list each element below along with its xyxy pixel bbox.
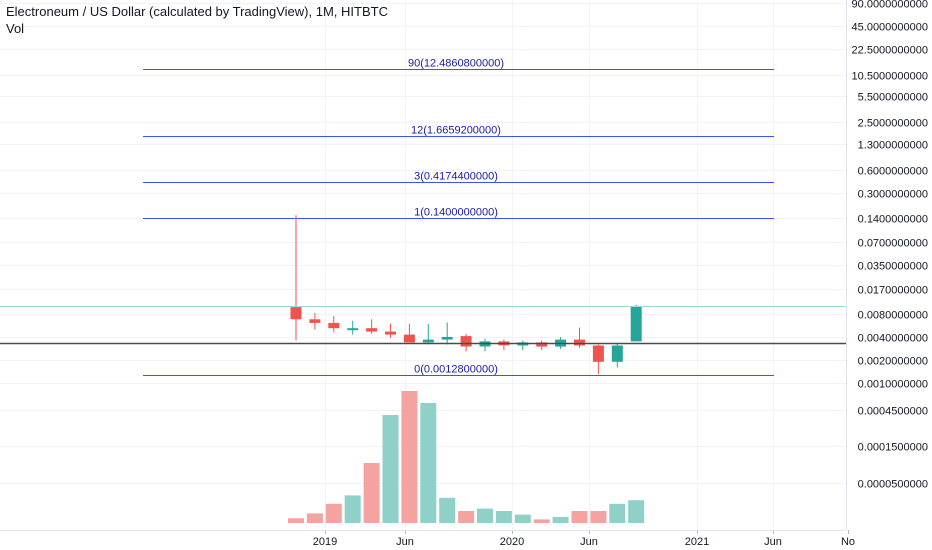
candle[interactable] xyxy=(460,333,472,352)
price-tick-label: 0.0170000000 xyxy=(858,285,928,297)
price-tick-label: 0.0001500000 xyxy=(858,442,928,454)
fib-level-label: 90(12.4860800000) xyxy=(408,58,504,70)
volume-bar[interactable] xyxy=(571,511,588,523)
volume-bar[interactable] xyxy=(439,497,456,523)
candle-body xyxy=(385,331,396,335)
candle-body xyxy=(403,334,415,343)
time-tick-label: Jun xyxy=(396,536,414,548)
time-tick-label: Jun xyxy=(764,536,782,548)
candle[interactable] xyxy=(290,215,302,341)
price-tick-label: 5.5000000000 xyxy=(858,92,928,104)
candle-body xyxy=(630,306,642,342)
price-tick-label: 90.0000000000 xyxy=(852,0,928,11)
candle-body xyxy=(309,319,321,323)
volume-bar[interactable] xyxy=(477,508,493,523)
volume-bar[interactable] xyxy=(325,503,342,523)
volume-bar[interactable] xyxy=(363,463,380,523)
candle-body xyxy=(441,337,453,340)
volume-bar[interactable] xyxy=(458,511,475,523)
volume-indicator-label[interactable]: Vol xyxy=(6,21,25,36)
price-tick-label: 0.0004500000 xyxy=(858,406,928,418)
candle[interactable] xyxy=(328,316,340,333)
price-tick-label: 0.6000000000 xyxy=(858,166,928,178)
chart-title: Electroneum / US Dollar (calculated by T… xyxy=(6,4,388,19)
candle-body xyxy=(328,322,340,329)
volume-bar[interactable] xyxy=(552,517,569,523)
price-tick-label: 1.3000000000 xyxy=(858,140,928,152)
candle-body xyxy=(611,345,623,362)
candle-body xyxy=(422,339,434,343)
candle[interactable] xyxy=(403,323,415,343)
fib-level-1[interactable]: 12(1.6659200000) xyxy=(143,125,774,137)
price-axis-background xyxy=(846,0,932,550)
time-tick-label: 2020 xyxy=(500,536,524,548)
time-tick-label: Jun xyxy=(580,536,598,548)
price-tick-label: 10.5000000000 xyxy=(852,71,928,83)
price-tick-label: 0.0020000000 xyxy=(858,356,928,368)
price-tick-label: 0.0000500000 xyxy=(858,479,928,491)
volume-bar[interactable] xyxy=(609,503,626,523)
fib-level-0[interactable]: 90(12.4860800000) xyxy=(143,58,774,70)
volume-bar[interactable] xyxy=(344,495,361,523)
price-tick-label: 0.0010000000 xyxy=(858,379,928,391)
fibonacci-levels: 90(12.4860800000) 12(1.6659200000) 3(0.417… xyxy=(143,58,774,376)
volume-bar[interactable] xyxy=(533,519,550,523)
volume-bar[interactable] xyxy=(382,415,399,523)
price-tick-label: 0.3000000000 xyxy=(858,189,928,201)
fib-level-label: 1(0.1400000000) xyxy=(414,207,498,219)
volume-bar[interactable] xyxy=(306,513,323,523)
fib-level-label: 12(1.6659200000) xyxy=(411,125,501,137)
candle[interactable] xyxy=(441,322,453,345)
volume-bar[interactable] xyxy=(514,514,531,523)
candle[interactable] xyxy=(592,344,604,375)
price-tick-label: 45.0000000000 xyxy=(852,22,928,34)
candle[interactable] xyxy=(517,340,529,351)
volume-bar[interactable] xyxy=(401,391,418,523)
price-tick-label: 0.0040000000 xyxy=(858,333,928,345)
candle-body xyxy=(460,336,472,347)
candle-body xyxy=(290,307,302,320)
candle[interactable] xyxy=(347,320,359,335)
price-tick-label: 0.0080000000 xyxy=(858,310,928,322)
volume-bar[interactable] xyxy=(288,518,304,523)
candle[interactable] xyxy=(479,338,491,352)
price-axis: 90.0000000000 45.0000000000 22.5000000000 1… xyxy=(846,0,932,550)
candle[interactable] xyxy=(309,313,321,330)
volume-bar[interactable] xyxy=(628,500,645,523)
candle-body xyxy=(366,328,378,332)
fib-level-label: 0(0.0012800000) xyxy=(414,364,498,376)
candle-body xyxy=(347,328,359,331)
price-tick-label: 22.5000000000 xyxy=(852,45,928,57)
volume-bar[interactable] xyxy=(495,511,512,523)
fib-level-3[interactable]: 1(0.1400000000) xyxy=(143,207,774,219)
candle[interactable] xyxy=(385,323,396,338)
candle-body xyxy=(574,339,585,346)
fib-level-2[interactable]: 3(0.4174400000) xyxy=(143,171,774,183)
candle[interactable] xyxy=(366,319,378,334)
fib-level-4[interactable]: 0(0.0012800000) xyxy=(143,364,774,376)
candle-body xyxy=(592,345,604,362)
time-tick-label: No xyxy=(841,536,855,548)
candle[interactable] xyxy=(422,324,434,345)
volume-bars xyxy=(288,391,645,523)
candle[interactable] xyxy=(611,343,623,368)
volume-bar[interactable] xyxy=(420,403,437,523)
fib-level-label: 3(0.4174400000) xyxy=(414,171,498,183)
candle[interactable] xyxy=(574,327,585,348)
time-axis: 2019 Jun 2020 Jun 2021 Jun No xyxy=(0,530,855,548)
candle-body xyxy=(536,342,548,347)
time-tick-label: 2019 xyxy=(313,536,337,548)
price-tick-label: 0.0350000000 xyxy=(858,261,928,273)
price-tick-label: 0.0700000000 xyxy=(858,238,928,250)
candle[interactable] xyxy=(498,339,510,351)
candle[interactable] xyxy=(630,304,642,342)
price-tick-label: 2.5000000000 xyxy=(858,118,928,130)
volume-bar[interactable] xyxy=(590,511,607,523)
time-tick-label: 2021 xyxy=(685,536,709,548)
price-tick-label: 0.1400000000 xyxy=(858,214,928,226)
candle[interactable] xyxy=(536,340,548,351)
